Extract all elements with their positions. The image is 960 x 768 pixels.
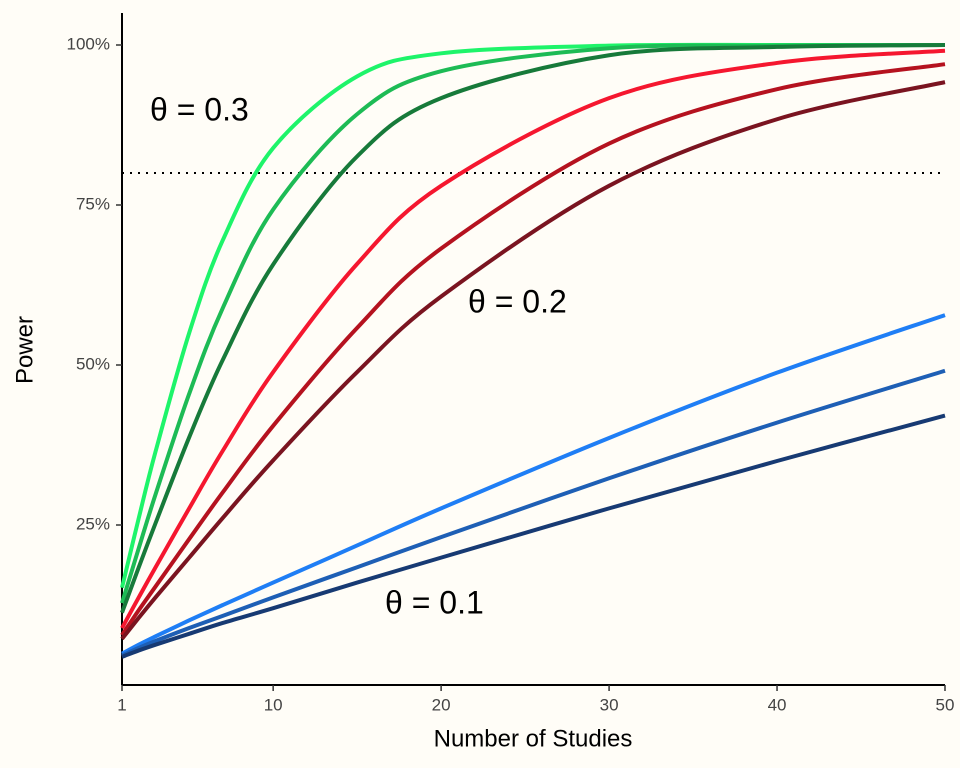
power-curve [120, 43, 946, 604]
x-tick-label: 30 [600, 695, 619, 714]
x-tick-label: 40 [768, 695, 787, 714]
y-tick-label: 100% [67, 34, 110, 53]
x-tick-label: 1 [117, 695, 126, 714]
power-curve [120, 48, 946, 629]
annotation: θ = 0.3 [150, 91, 249, 127]
y-axis-title: Power [11, 316, 38, 384]
annotation: θ = 0.1 [385, 584, 484, 620]
x-tick-label: 10 [264, 695, 283, 714]
power-curve [120, 62, 946, 637]
power-curve [120, 43, 946, 614]
x-tick-label: 50 [936, 695, 955, 714]
power-curve [121, 313, 946, 656]
power-curve [120, 80, 946, 641]
y-tick-label: 50% [76, 354, 110, 373]
y-tick-label: 25% [76, 514, 110, 533]
y-tick-label: 75% [76, 194, 110, 213]
annotation: θ = 0.2 [468, 283, 567, 319]
x-tick-label: 20 [432, 695, 451, 714]
power-curve [121, 413, 946, 659]
power-curve [121, 368, 946, 658]
x-axis-title: Number of Studies [434, 725, 633, 752]
